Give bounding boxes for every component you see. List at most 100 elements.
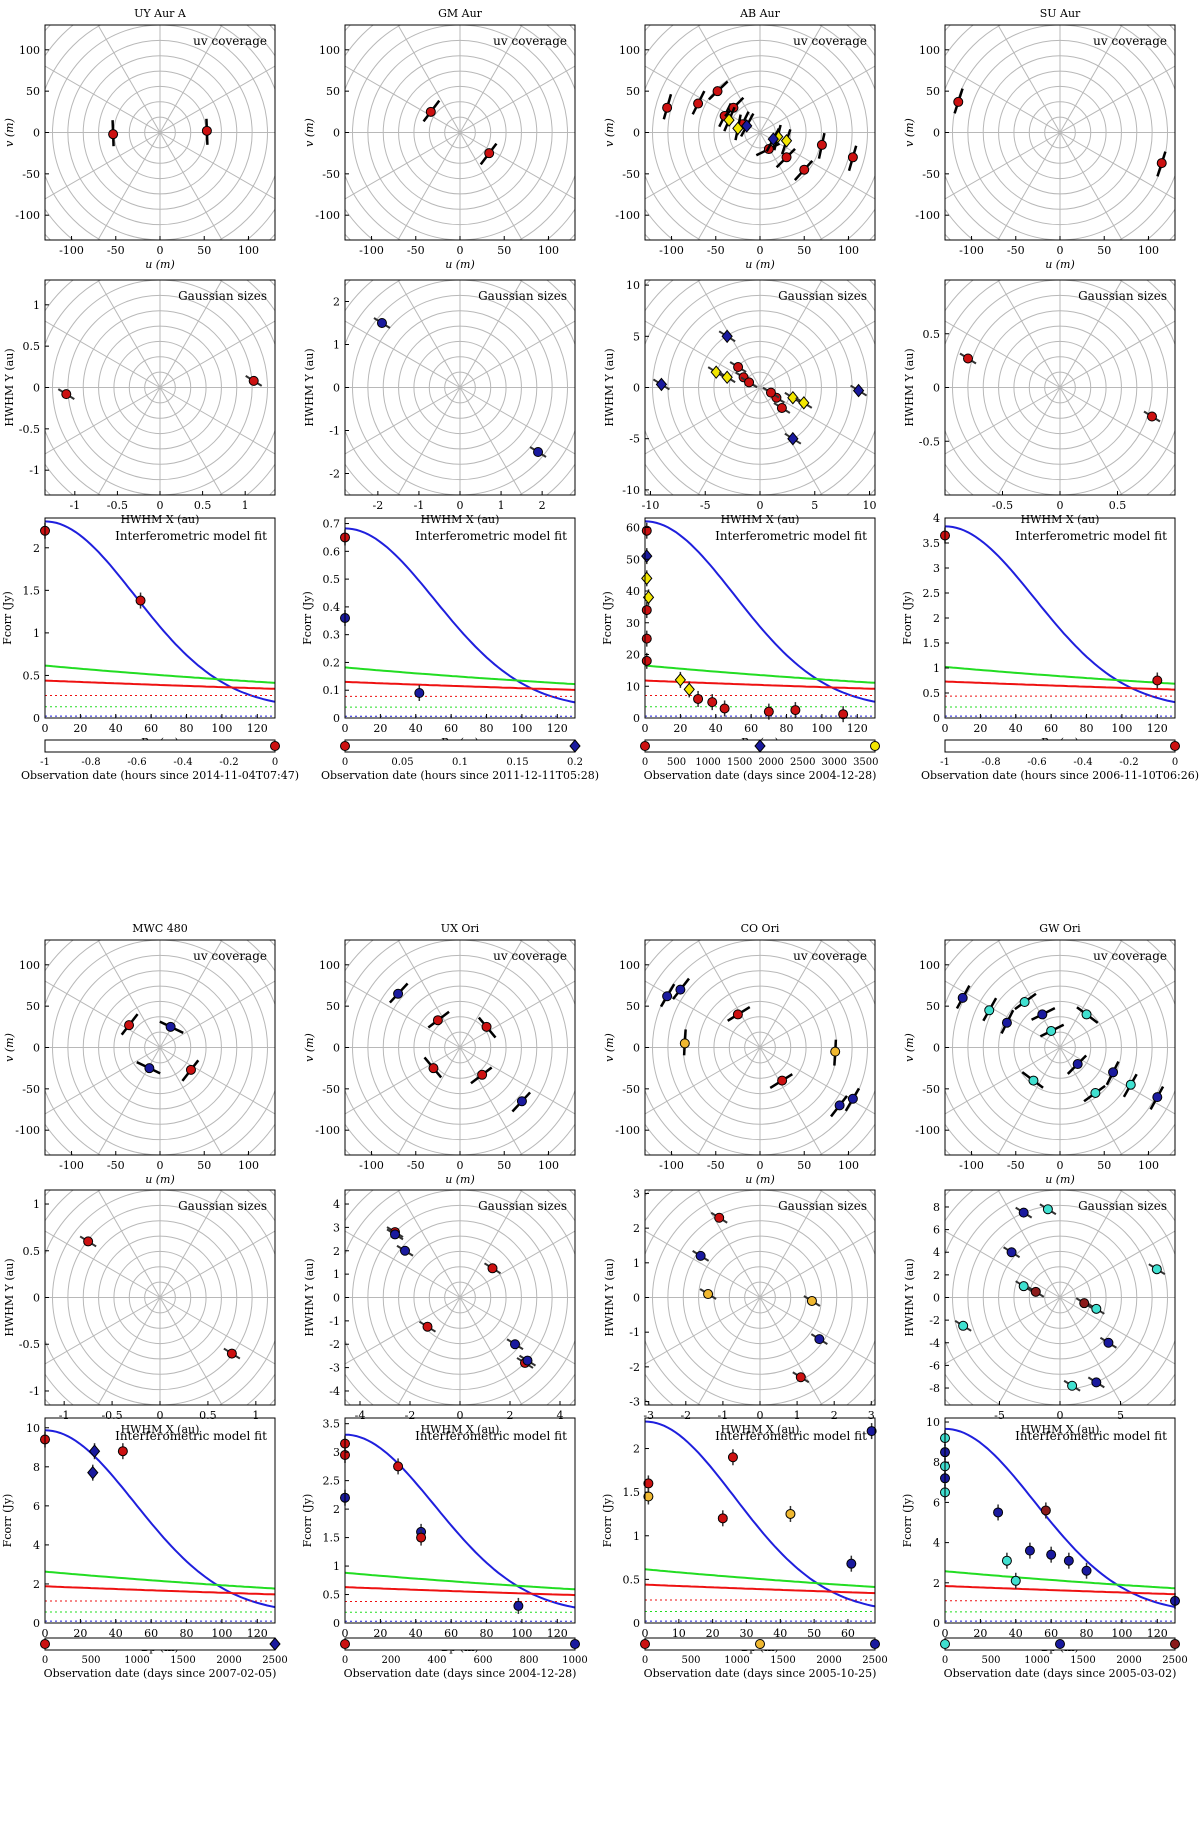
y-tick-label: 2 [33,1578,40,1591]
timeline-marker [269,1637,281,1651]
gauss-point [1018,1207,1029,1218]
timeline-tick-label: 800 [519,1655,538,1666]
x-tick-label: 20 [373,722,387,735]
fit-point [683,682,695,697]
x-tick-label: 80 [480,1627,494,1640]
x-tick-label: 60 [444,722,458,735]
model-red-curve [944,680,1176,691]
fit-panel-label: Interferometric model fit [1015,529,1167,543]
y-tick-label: -4 [929,1337,940,1350]
timeline-marker [270,741,280,751]
gauss-point [1018,1281,1029,1292]
y-tick-label: 10 [926,1416,940,1429]
timeline-tick-label: 2000 [216,1655,241,1666]
model-red-curve [344,1586,576,1597]
y-tick-label: -2 [629,1361,640,1374]
timeline-label: Observation date (days since 2005-10-25) [644,1667,877,1680]
timeline-tick-label: 1500 [770,1655,795,1666]
x-tick-label: 2 [539,499,546,512]
timeline-label: Observation date (days since 2004-12-28) [644,769,877,782]
y-tick-label: 100 [619,959,640,972]
y-tick-label: -100 [315,1124,340,1137]
timeline-tick-label: 0.05 [391,757,413,768]
timeline-tick-label: -0.4 [1073,757,1092,768]
star-title: SU Aur [1040,7,1081,20]
gauss-point [787,431,799,446]
timeline-tick-label: -0.2 [219,757,238,768]
timeline-marker [640,1639,650,1649]
y-tick-label: 0.5 [23,1245,41,1258]
y-tick-label: 100 [19,959,40,972]
y-tick-label: -5 [629,433,640,446]
gauss-point [422,1321,433,1332]
x-tick-label: 50 [497,1159,511,1172]
hwhm-x-label: HWHM X (au) [1021,513,1100,526]
x-tick-label: 80 [480,722,494,735]
fit-point [719,703,730,714]
timeline-tick-label: 600 [473,1655,492,1666]
timeline-label: Observation date (hours since 2014-11-04… [21,769,299,782]
y-tick-label: 4 [933,512,940,525]
x-tick-label: -2 [680,1409,691,1422]
y-tick-label: 3.5 [323,1418,341,1431]
y-tick-label: 1 [33,299,40,312]
x-tick-label: -100 [959,1159,984,1172]
x-tick-label: 80 [1080,722,1094,735]
x-tick-label: 0 [757,244,764,257]
timeline-tick-label: 400 [427,1655,446,1666]
y-tick-label: 6 [33,1500,40,1513]
y-tick-label: 50 [926,85,940,98]
x-tick-label: 60 [144,1627,158,1640]
uv-point [477,1069,488,1080]
model-green-curve [944,1570,1176,1590]
timeline-tick-label: 2500 [1162,1655,1187,1666]
y-tick-label: 100 [619,44,640,57]
y-tick-label: -100 [315,209,340,222]
y-tick-label: 0 [33,712,40,725]
y-tick-label: 10 [626,279,640,292]
y-tick-label: 0 [333,1292,340,1305]
gaussian-sizes-plot: Gaussian sizes -1 -0.5 0 0.5 1 -1 -0.5 0 0.5 1 HWHM… [3,279,276,526]
model-total-curve [644,1420,876,1608]
observation-timeline: 0 500 1000 1500 2000 2500 3000 3500Observation … [640,739,880,782]
gaussian-sizes-plot: Gaussian sizes -1 -0.5 0 0.5 1 -1 -0.5 0 0.5 1 HWHM… [3,1189,276,1436]
uv-point [1037,1009,1048,1020]
y-tick-label: 0 [33,382,40,395]
timeline-tick-label: 0.1 [452,757,468,768]
x-tick-label: -3 [643,1409,654,1422]
x-tick-label: 40 [709,722,723,735]
uv-point [165,1021,176,1032]
timeline-tick-label: 2500 [262,1655,287,1666]
y-tick-label: 2 [33,542,40,555]
y-tick-label: 0.5 [923,328,941,341]
y-tick-label: -50 [622,1083,640,1096]
timeline-tick-label: -0.8 [81,757,100,768]
y-tick-label: 0 [633,1042,640,1055]
uv-point [1019,997,1030,1008]
gauss-point [733,362,744,373]
uv-point [1156,158,1167,169]
x-tick-label: 100 [1111,722,1132,735]
x-tick-label: -0.5 [101,1409,122,1422]
x-tick-label: 100 [211,722,232,735]
x-tick-label: -1 [69,499,80,512]
y-tick-label: 1.5 [623,1486,641,1499]
fcorr-axis-label: Fcorr (Jy) [301,591,314,645]
uv-point [144,1063,155,1074]
fit-panel-label: Interferometric model fit [715,1429,867,1443]
gauss-panel-label: Gaussian sizes [478,1199,567,1213]
gauss-point [958,1320,969,1331]
timeline-tick-label: 1000 [562,1655,587,1666]
y-tick-label: 0.5 [623,1573,641,1586]
y-tick-label: 50 [626,1000,640,1013]
x-tick-label: 20 [973,722,987,735]
x-tick-label: 2 [507,1409,514,1422]
y-tick-label: -2 [329,468,340,481]
y-tick-label: 1 [933,662,940,675]
y-tick-label: -100 [615,1124,640,1137]
x-tick-label: 50 [797,1159,811,1172]
y-tick-label: 10 [26,1422,40,1435]
